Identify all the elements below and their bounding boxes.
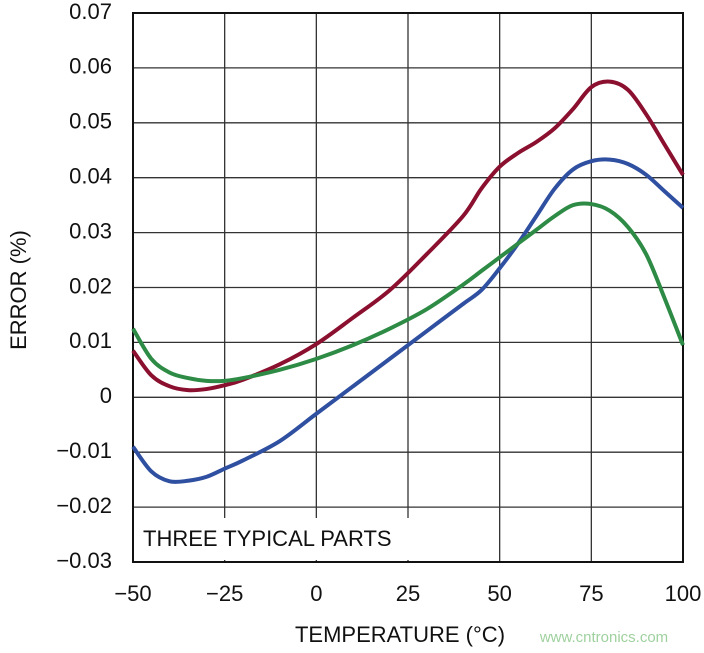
y-tick-label: 0.07 <box>69 0 112 24</box>
x-axis-title: TEMPERATURE (°C) <box>295 622 505 647</box>
y-tick-label: −0.03 <box>56 548 112 573</box>
x-tick-label: −25 <box>206 581 243 606</box>
line-series <box>131 201 685 384</box>
x-tick-label: 50 <box>487 581 511 606</box>
x-tick-label: 75 <box>579 581 603 606</box>
y-tick-label: 0.02 <box>69 273 112 298</box>
y-tick-label: −0.01 <box>56 438 112 463</box>
watermark: www.cntronics.com <box>539 629 668 646</box>
x-tick-label: 0 <box>310 581 322 606</box>
y-tick-label: 0.03 <box>69 218 112 243</box>
x-tick-label: 100 <box>665 581 702 606</box>
x-tick-label: 25 <box>396 581 420 606</box>
y-axis-title: ERROR (%) <box>6 230 31 350</box>
plot-frame <box>132 12 684 563</box>
y-tick-label: 0.06 <box>69 54 112 79</box>
y-tick-label: 0 <box>100 383 112 408</box>
y-tick-label: 0.04 <box>69 164 112 189</box>
y-tick-label: 0.05 <box>69 109 112 134</box>
y-tick-label: 0.01 <box>69 328 112 353</box>
annotation-bg <box>135 518 425 560</box>
x-tick-label: −50 <box>114 581 151 606</box>
line-series <box>131 157 685 484</box>
y-tick-label: −0.02 <box>56 493 112 518</box>
line-series <box>131 79 685 393</box>
annotation: THREE TYPICAL PARTS <box>143 526 392 551</box>
